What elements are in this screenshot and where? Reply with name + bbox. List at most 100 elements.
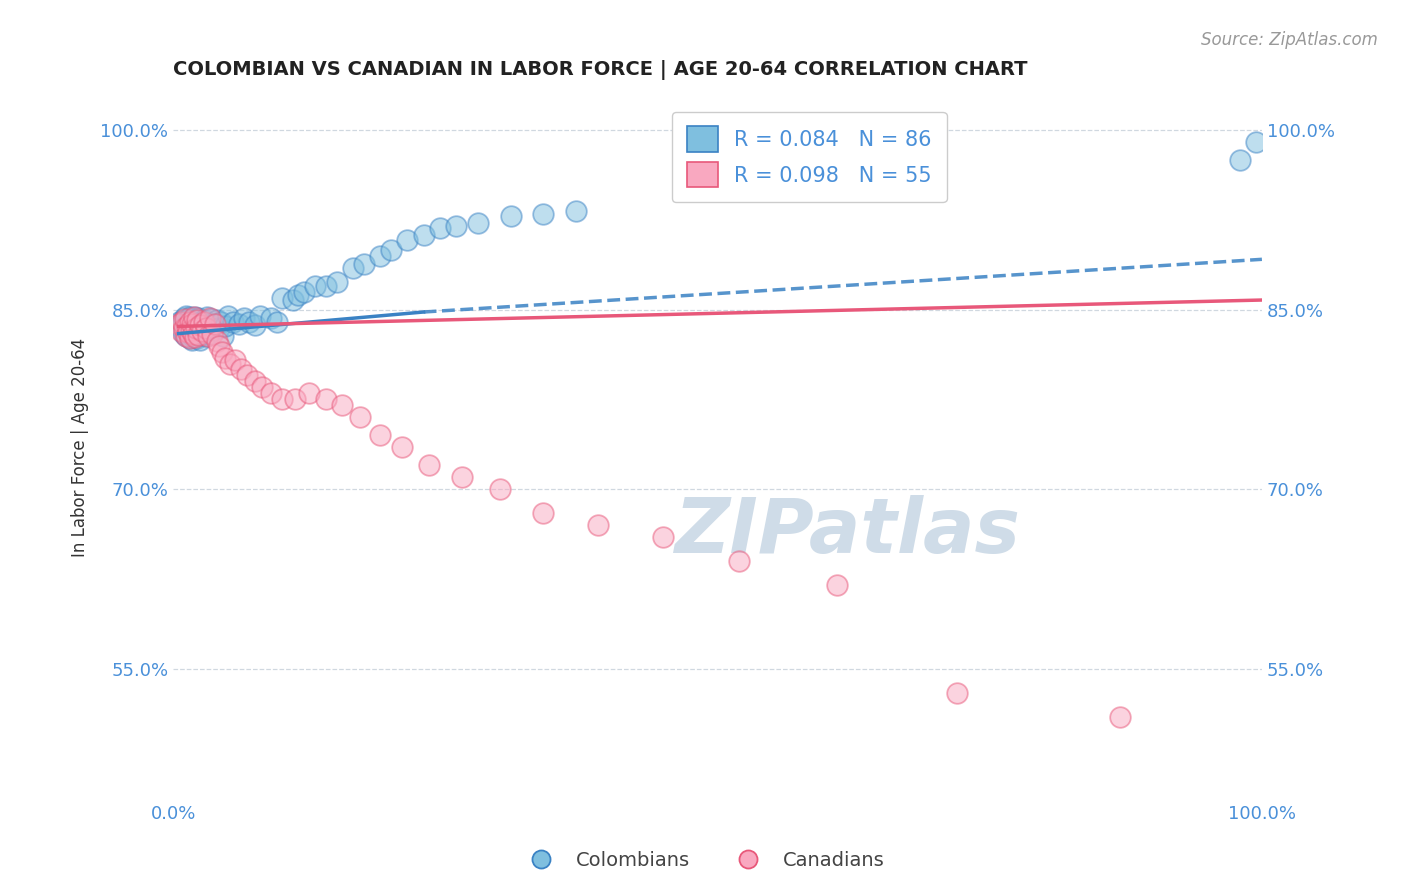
- Point: [450, 470, 472, 484]
- Point: [218, 357, 240, 371]
- Point: [179, 310, 201, 324]
- Point: [180, 323, 202, 337]
- Point: [186, 331, 208, 345]
- Point: [446, 219, 468, 233]
- Point: [187, 310, 209, 325]
- Point: [200, 310, 222, 325]
- Point: [181, 326, 204, 341]
- Point: [190, 318, 212, 333]
- Point: [233, 310, 256, 325]
- Point: [187, 327, 209, 342]
- Point: [173, 326, 195, 341]
- Point: [184, 323, 207, 337]
- Point: [184, 330, 207, 344]
- Point: [190, 315, 212, 329]
- Point: [214, 351, 236, 365]
- Point: [177, 316, 200, 330]
- Point: [209, 315, 232, 329]
- Point: [260, 310, 283, 325]
- Point: [193, 315, 215, 329]
- Point: [429, 221, 451, 235]
- Point: [194, 329, 217, 343]
- Point: [1229, 153, 1251, 167]
- Point: [174, 329, 197, 343]
- Point: [228, 317, 250, 331]
- Point: [198, 317, 221, 331]
- Point: [260, 386, 283, 401]
- Point: [418, 458, 440, 473]
- Point: [200, 312, 222, 326]
- Point: [652, 530, 675, 544]
- Point: [173, 310, 195, 325]
- Point: [531, 207, 554, 221]
- Point: [194, 320, 217, 334]
- Point: [586, 518, 609, 533]
- Point: [304, 278, 326, 293]
- Point: [292, 285, 315, 299]
- Point: [179, 331, 201, 345]
- Point: [174, 309, 197, 323]
- Point: [179, 331, 201, 345]
- Point: [467, 216, 489, 230]
- Point: [186, 318, 208, 333]
- Point: [224, 352, 246, 367]
- Point: [271, 392, 294, 407]
- Point: [184, 320, 207, 334]
- Point: [531, 506, 554, 520]
- Legend: Colombians, Canadians: Colombians, Canadians: [513, 843, 893, 878]
- Point: [177, 323, 200, 337]
- Point: [214, 319, 236, 334]
- Point: [176, 319, 198, 334]
- Point: [184, 316, 207, 330]
- Point: [177, 326, 200, 340]
- Point: [222, 315, 245, 329]
- Point: [243, 375, 266, 389]
- Point: [353, 257, 375, 271]
- Point: [252, 380, 274, 394]
- Point: [197, 326, 219, 341]
- Point: [204, 317, 226, 331]
- Point: [191, 323, 214, 337]
- Point: [174, 329, 197, 343]
- Point: [193, 313, 215, 327]
- Point: [181, 312, 204, 326]
- Point: [281, 293, 304, 307]
- Point: [380, 243, 402, 257]
- Point: [287, 288, 309, 302]
- Point: [238, 315, 260, 329]
- Point: [170, 320, 193, 334]
- Point: [170, 324, 193, 338]
- Legend: R = 0.084   N = 86, R = 0.098   N = 55: R = 0.084 N = 86, R = 0.098 N = 55: [672, 112, 946, 202]
- Point: [181, 330, 204, 344]
- Point: [184, 329, 207, 343]
- Point: [176, 319, 198, 334]
- Point: [205, 334, 228, 348]
- Point: [946, 686, 969, 700]
- Point: [217, 309, 239, 323]
- Point: [179, 326, 201, 340]
- Point: [204, 317, 226, 331]
- Point: [342, 260, 364, 275]
- Point: [349, 410, 371, 425]
- Point: [180, 317, 202, 331]
- Point: [229, 362, 252, 376]
- Point: [236, 368, 259, 383]
- Point: [266, 315, 288, 329]
- Point: [325, 275, 347, 289]
- Point: [271, 291, 294, 305]
- Text: Source: ZipAtlas.com: Source: ZipAtlas.com: [1201, 31, 1378, 49]
- Point: [202, 323, 225, 337]
- Point: [1109, 710, 1132, 724]
- Point: [298, 386, 321, 401]
- Point: [188, 320, 211, 334]
- Point: [187, 326, 209, 341]
- Point: [183, 324, 205, 338]
- Point: [174, 318, 197, 333]
- Point: [179, 315, 201, 329]
- Point: [330, 399, 353, 413]
- Point: [180, 333, 202, 347]
- Text: COLOMBIAN VS CANADIAN IN LABOR FORCE | AGE 20-64 CORRELATION CHART: COLOMBIAN VS CANADIAN IN LABOR FORCE | A…: [173, 60, 1028, 79]
- Point: [180, 317, 202, 331]
- Point: [200, 320, 222, 334]
- Point: [180, 327, 202, 342]
